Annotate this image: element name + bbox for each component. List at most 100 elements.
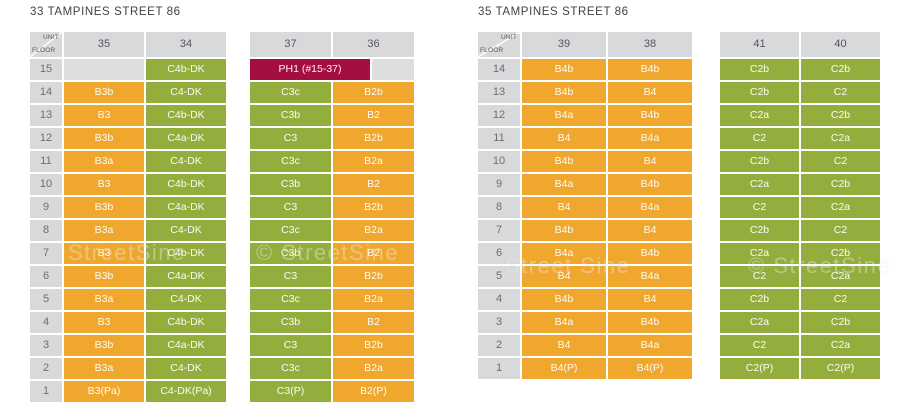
floor-row: 8 B3a C4-DK bbox=[30, 220, 226, 241]
unit-type-cell: B3a bbox=[64, 289, 144, 310]
unit-type-cell: B2b bbox=[333, 197, 414, 218]
floor-number-cell: 1 bbox=[30, 381, 62, 402]
floor-row: 1 B3(Pa) C4-DK(Pa) bbox=[30, 381, 226, 402]
unit-type-cell: B4b bbox=[608, 312, 692, 333]
header-row: 37 36 bbox=[250, 32, 414, 57]
unit-type-cell: B4a bbox=[608, 128, 692, 149]
floor-number-cell: 4 bbox=[30, 312, 62, 333]
unit-type-cell: B4 bbox=[522, 128, 606, 149]
floor-row: C2b C2 bbox=[720, 220, 880, 241]
unit-type-cell: C3 bbox=[250, 266, 331, 287]
unit-type-cell: C2 bbox=[801, 151, 880, 172]
floor-number-cell: 9 bbox=[30, 197, 62, 218]
unit-type-cell: B4 bbox=[522, 266, 606, 287]
floor-number-cell: 12 bbox=[478, 105, 520, 126]
unit-type-cell: C2b bbox=[801, 174, 880, 195]
stack-number-header: 38 bbox=[608, 32, 692, 57]
unit-type-cell: B4b bbox=[522, 82, 606, 103]
floor-row: C3c B2a bbox=[250, 151, 414, 172]
unit-type-cell: B4 bbox=[608, 220, 692, 241]
floor-row: C2 C2a bbox=[720, 128, 880, 149]
unit-type-cell: C2a bbox=[801, 197, 880, 218]
floor-row: 10 B3 C4b-DK bbox=[30, 174, 226, 195]
building-title: 33 TAMPINES STREET 86 bbox=[30, 6, 181, 18]
floor-row: 4 B3 C4b-DK bbox=[30, 312, 226, 333]
floor-number-cell: 9 bbox=[478, 174, 520, 195]
floor-row: 15 C4b-DK bbox=[30, 59, 226, 80]
empty-cell bbox=[372, 59, 414, 80]
unit-floor-corner-cell: UNIT FLOOR bbox=[30, 32, 62, 57]
floor-row: C3b B2 bbox=[250, 105, 414, 126]
floor-row: C3b B2 bbox=[250, 174, 414, 195]
floor-row: 14 B3b C4-DK bbox=[30, 82, 226, 103]
stack-table: UNIT FLOOR 35 34 15 C4b-DK 14 B3b C4-DK 13 B3 C4b-D… bbox=[30, 32, 226, 404]
floor-number-cell: 6 bbox=[30, 266, 62, 287]
unit-type-cell: C3b bbox=[250, 312, 331, 333]
unit-type-cell: B2(P) bbox=[333, 381, 414, 402]
unit-type-cell: C2 bbox=[720, 128, 799, 149]
unit-type-cell: C2b bbox=[720, 220, 799, 241]
stack-number-header: 40 bbox=[801, 32, 880, 57]
unit-type-cell: C2 bbox=[801, 289, 880, 310]
floor-number-cell: 8 bbox=[30, 220, 62, 241]
stack-number-header: 36 bbox=[333, 32, 414, 57]
unit-type-cell: C2 bbox=[801, 220, 880, 241]
unit-type-cell: C4-DK bbox=[146, 82, 226, 103]
floor-number-cell: 1 bbox=[478, 358, 520, 379]
unit-type-cell: B4 bbox=[608, 151, 692, 172]
unit-type-cell: C2 bbox=[720, 197, 799, 218]
floor-row: PH1 (#15-37) bbox=[250, 59, 414, 80]
unit-type-cell: C3b bbox=[250, 243, 331, 264]
unit-type-cell: C2b bbox=[720, 59, 799, 80]
floor-number-cell: 4 bbox=[478, 289, 520, 310]
corner-floor-label: FLOOR bbox=[480, 46, 504, 54]
unit-type-cell: B2 bbox=[333, 174, 414, 195]
unit-type-cell: B3a bbox=[64, 220, 144, 241]
floor-row: 3 B4a B4b bbox=[478, 312, 692, 333]
floor-row: 9 B4a B4b bbox=[478, 174, 692, 195]
unit-type-cell: C3c bbox=[250, 289, 331, 310]
floor-number-cell: 11 bbox=[478, 128, 520, 149]
unit-type-cell: B4a bbox=[522, 174, 606, 195]
floor-row: C2 C2a bbox=[720, 197, 880, 218]
unit-type-cell: C3(P) bbox=[250, 381, 331, 402]
floor-row: 5 B3a C4-DK bbox=[30, 289, 226, 310]
unit-type-cell: C3c bbox=[250, 220, 331, 241]
floor-row: C3 B2b bbox=[250, 197, 414, 218]
floor-row: C2b C2 bbox=[720, 82, 880, 103]
floor-number-cell: 11 bbox=[30, 151, 62, 172]
unit-type-cell: C4-DK bbox=[146, 220, 226, 241]
unit-type-cell: B4b bbox=[608, 174, 692, 195]
unit-type-cell: C2(P) bbox=[720, 358, 799, 379]
unit-type-cell: C4b-DK bbox=[146, 105, 226, 126]
unit-type-cell: C2a bbox=[801, 266, 880, 287]
floor-number-cell: 2 bbox=[30, 358, 62, 379]
floor-row: 11 B3a C4-DK bbox=[30, 151, 226, 172]
floor-row: C3 B2b bbox=[250, 128, 414, 149]
floor-row: C2a C2b bbox=[720, 105, 880, 126]
stack-number-header: 41 bbox=[720, 32, 799, 57]
floor-row: 8 B4 B4a bbox=[478, 197, 692, 218]
header-row: 41 40 bbox=[720, 32, 880, 57]
floor-row: 12 B4a B4b bbox=[478, 105, 692, 126]
corner-unit-label: UNIT bbox=[43, 34, 59, 41]
unit-type-cell: B4b bbox=[608, 243, 692, 264]
unit-type-cell: C2a bbox=[720, 105, 799, 126]
floor-row: C3 B2b bbox=[250, 335, 414, 356]
unit-type-cell: B3a bbox=[64, 151, 144, 172]
floor-row: C2b C2 bbox=[720, 289, 880, 310]
unit-type-cell: B3 bbox=[64, 174, 144, 195]
header-row: UNIT FLOOR 39 38 bbox=[478, 32, 692, 57]
empty-cell bbox=[64, 59, 144, 80]
unit-type-cell: B4b bbox=[522, 220, 606, 241]
floor-number-cell: 15 bbox=[30, 59, 62, 80]
unit-type-cell: C2a bbox=[801, 128, 880, 149]
unit-type-cell: C2b bbox=[720, 289, 799, 310]
header-row: UNIT FLOOR 35 34 bbox=[30, 32, 226, 57]
unit-type-cell: B3b bbox=[64, 197, 144, 218]
unit-type-cell: C3c bbox=[250, 82, 331, 103]
floor-number-cell: 3 bbox=[478, 312, 520, 333]
unit-type-cell: B3b bbox=[64, 266, 144, 287]
unit-type-cell: B4 bbox=[608, 289, 692, 310]
